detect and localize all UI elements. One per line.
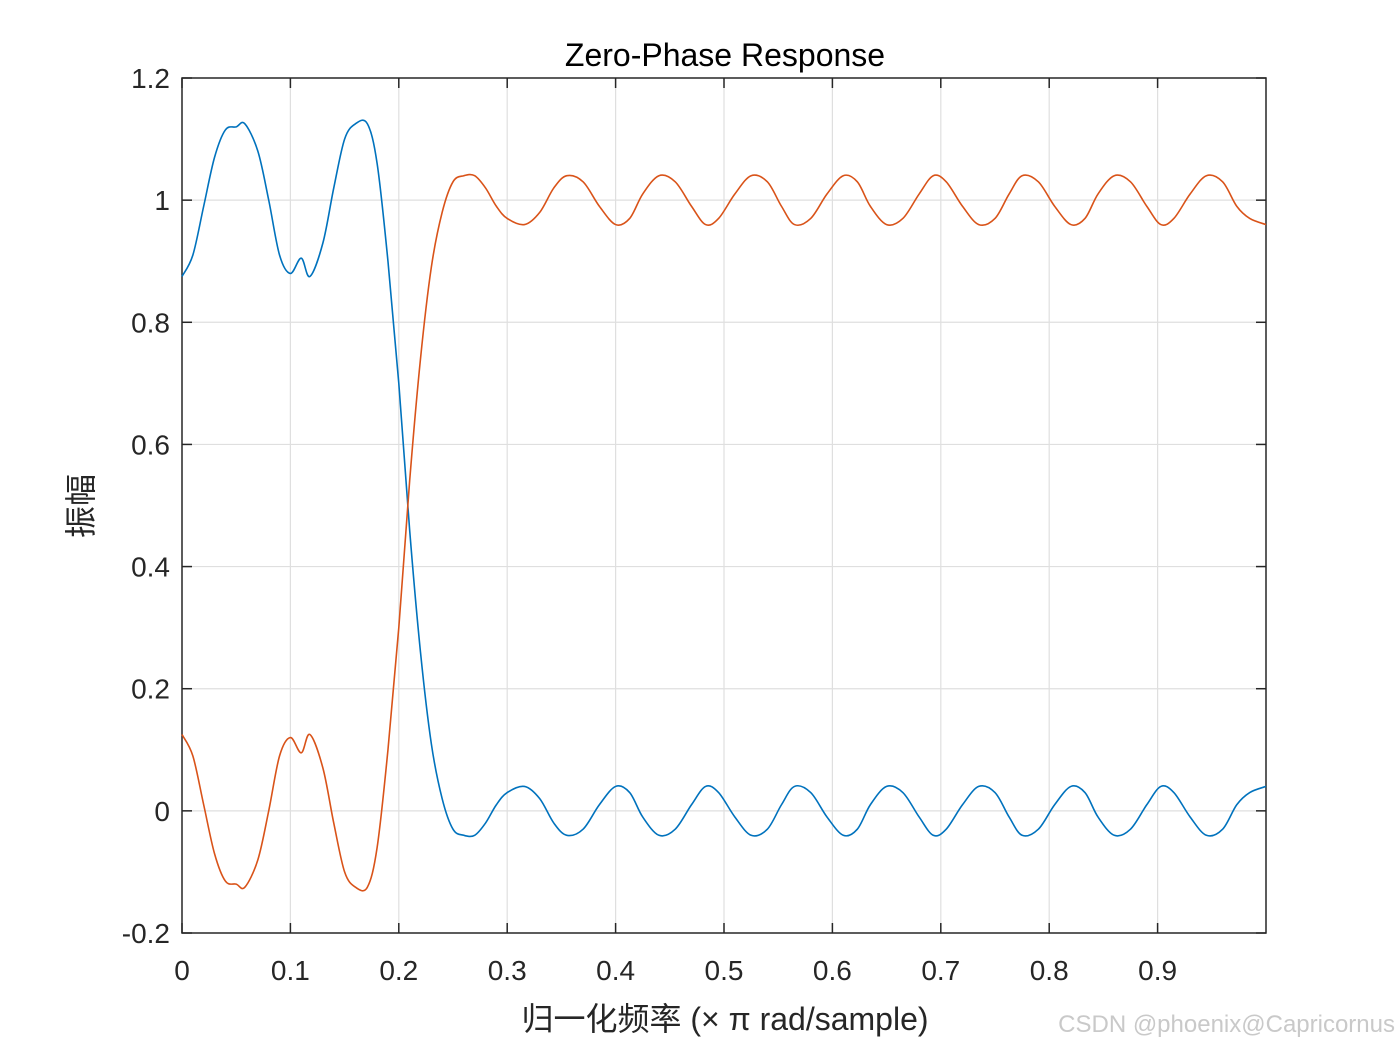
y-tick-label: -0.2 <box>122 918 170 949</box>
x-tick-label: 0.1 <box>271 955 310 986</box>
x-tick-label: 0.6 <box>813 955 852 986</box>
watermark-text: CSDN @phoenix@Capricornus <box>1058 1011 1395 1038</box>
series-line-orange <box>181 173 1267 892</box>
x-tick-label: 0 <box>174 955 190 986</box>
y-tick-label: 1.2 <box>131 63 170 94</box>
x-tick-label: 0.9 <box>1138 955 1177 986</box>
x-tick-label: 0.7 <box>921 955 960 986</box>
x-tick-label: 0.4 <box>596 955 635 986</box>
axis-ticks <box>181 77 1266 934</box>
y-tick-label: 0.4 <box>131 552 170 583</box>
y-tick-label: 0.8 <box>131 307 170 338</box>
x-tick-label: 0.2 <box>379 955 418 986</box>
data-series <box>181 119 1267 892</box>
x-tick-label: 0.3 <box>488 955 527 986</box>
y-tick-label: 0 <box>154 796 170 827</box>
chart-title: Zero-Phase Response <box>565 37 885 73</box>
y-tick-label: 0.6 <box>131 429 170 460</box>
x-tick-label: 0.8 <box>1030 955 1069 986</box>
tick-labels: 0 0.1 0.2 0.3 0.4 0.5 0.6 0.7 0.8 0.9-0.200.20.40… <box>122 63 1177 986</box>
series-line-blue <box>181 119 1267 838</box>
grid-lines <box>182 78 1266 933</box>
y-axis-label: 振幅 <box>63 474 99 538</box>
x-axis-label: 归一化频率 (× π rad/sample) <box>521 1001 928 1037</box>
x-tick-label: 0.5 <box>705 955 744 986</box>
y-tick-label: 1 <box>154 185 170 216</box>
y-tick-label: 0.2 <box>131 674 170 705</box>
